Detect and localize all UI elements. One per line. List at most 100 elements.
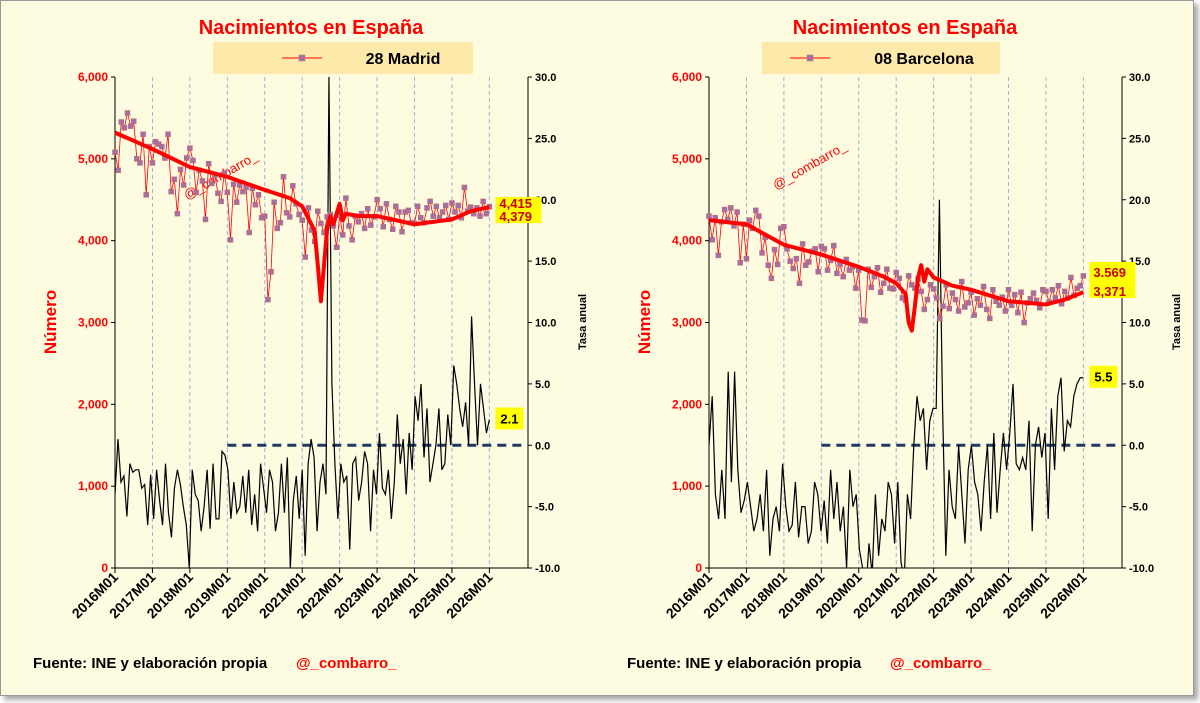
monthly-point [746,217,753,223]
monthly-point [965,300,971,306]
monthly-point [280,174,287,180]
source-note: Fuente: INE y elaboración propia [627,655,862,672]
monthly-point [452,209,458,215]
monthly-point [455,202,461,209]
trend-last-label: 3,371 [1093,284,1126,299]
y2-tick-label: -5.0 [535,502,554,514]
monthly-point [137,160,143,166]
monthly-point [918,288,924,295]
monthly-point [946,305,952,312]
monthly-point [980,283,987,290]
monthly-point [296,211,302,218]
monthly-point [974,296,981,302]
y2-tick-label: 30.0 [535,72,556,84]
monthly-point [706,213,712,219]
monthly-last-label: 4,379 [499,209,532,224]
y-tick-label: 6,000 [672,70,702,84]
monthly-point [1021,319,1027,326]
monthly-point [389,226,396,232]
monthly-point [962,304,968,310]
y2-tick-label: 0.0 [1129,440,1144,452]
monthly-point [909,282,915,288]
monthly-point [862,318,868,324]
monthly-point [134,156,140,162]
monthly-point [771,246,778,253]
monthly-point [262,213,268,219]
monthly-point [721,206,728,213]
monthly-point [130,118,137,124]
monthly-point [430,213,436,219]
monthly-point [190,157,196,164]
monthly-point [852,285,859,291]
legend-marker-icon [298,54,306,62]
monthly-point [977,302,984,309]
y2-axis-label: Tasa anual [577,294,589,350]
monthly-point [215,190,221,196]
y2-tick-label: -5.0 [1129,502,1148,514]
monthly-point [787,258,793,264]
monthly-point [765,262,772,268]
monthly-point [143,192,149,198]
monthly-point [802,262,809,268]
legend-label: 08 Barcelona [874,51,974,68]
y-tick-label: 4,000 [672,234,702,248]
monthly-point [205,160,212,167]
monthly-point [790,265,796,272]
y-tick-label: 5,000 [672,152,702,166]
monthly-point [1061,288,1068,295]
monthly-point [127,123,134,129]
monthly-point [715,252,722,259]
monthly-point [846,267,853,273]
monthly-point [461,184,468,191]
y2-axis-label: Tasa anual [1171,294,1183,350]
monthly-point [1015,309,1021,316]
y-tick-label: 1,000 [672,479,702,493]
y2-tick-label: 15.0 [535,256,556,268]
monthly-point [1043,288,1049,295]
monthly-point [355,219,362,225]
y-tick-label: 0 [101,561,108,575]
y2-tick-label: 10.0 [535,318,556,330]
chart-title: Nacimientos en España [793,17,1018,39]
monthly-point [118,119,124,125]
monthly-point [949,290,956,296]
monthly-point [477,213,483,219]
monthly-point [383,201,390,207]
y-axis-label: Número [41,290,60,354]
monthly-point [781,224,787,230]
monthly-point [709,237,715,243]
monthly-point [283,210,290,216]
monthly-point [990,287,996,293]
y-tick-label: 2,000 [78,397,108,411]
monthly-point [759,250,765,256]
y2-tick-label: 20.0 [1129,195,1150,207]
monthly-point [399,228,405,235]
monthly-markers [112,110,493,303]
y-tick-label: 1,000 [78,479,108,493]
monthly-point [971,312,977,318]
monthly-point [149,160,156,166]
monthly-point [449,200,455,206]
monthly-point [1005,287,1012,293]
monthly-point [377,206,383,212]
monthly-point [346,223,352,229]
monthly-point [202,216,209,223]
monthly-point [199,178,206,184]
y2-tick-label: -10.0 [1129,563,1154,575]
monthly-point [168,188,174,195]
monthly-point [121,124,128,131]
monthly-point [937,315,943,322]
monthly-point [187,145,193,151]
monthly-point [424,205,430,211]
monthly-point [318,220,324,227]
monthly-point [774,261,781,268]
monthly-point [368,222,374,228]
monthly-point [1049,287,1055,293]
monthly-point [927,282,934,288]
monthly-point [996,302,1002,309]
y2-tick-label: -10.0 [535,563,560,575]
monthly-point [414,203,421,210]
monthly-point [921,306,928,313]
monthly-point [958,278,965,285]
monthly-point [880,280,887,286]
